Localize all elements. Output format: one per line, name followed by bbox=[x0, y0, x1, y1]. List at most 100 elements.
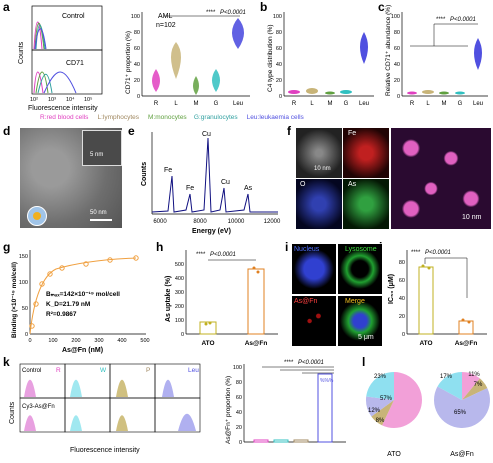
svg-text:0: 0 bbox=[279, 94, 282, 100]
svg-text:G: G bbox=[458, 101, 463, 107]
pie1-slice-0 bbox=[382, 372, 422, 428]
svg-text:80: 80 bbox=[399, 260, 405, 266]
svg-text:****: **** bbox=[206, 10, 216, 16]
panel-label-d: d bbox=[3, 124, 11, 138]
svg-text:100: 100 bbox=[233, 365, 242, 371]
flow-control-label: Control bbox=[62, 13, 85, 20]
confocal-lysosome-label: Lysosome bbox=[345, 246, 377, 253]
pie1-slice-label-0: 57% bbox=[380, 396, 393, 402]
svg-text:Leu: Leu bbox=[233, 101, 243, 107]
svg-text:Relative CD71⁺ abundance (%): Relative CD71⁺ abundance (%) bbox=[385, 5, 392, 96]
map-gray bbox=[296, 128, 342, 178]
svg-text:Control: Control bbox=[22, 368, 41, 374]
tem-inset bbox=[82, 130, 122, 166]
svg-text:100: 100 bbox=[175, 318, 184, 324]
svg-text:Counts: Counts bbox=[9, 401, 16, 424]
confocal-nucleus-label: Nucleus bbox=[294, 246, 320, 253]
confocal-merge bbox=[338, 296, 382, 346]
svg-text:60: 60 bbox=[394, 46, 400, 52]
pie1-slice-1 bbox=[371, 400, 394, 426]
svg-text:100: 100 bbox=[391, 14, 400, 20]
svg-text:20: 20 bbox=[399, 314, 405, 320]
svg-text:IC₅₀ (μM): IC₅₀ (μM) bbox=[388, 274, 395, 304]
svg-text:200: 200 bbox=[175, 304, 184, 310]
legend-g: G:granulocytes bbox=[193, 114, 238, 121]
svg-text:50: 50 bbox=[22, 306, 28, 312]
confocal-lysosome bbox=[338, 244, 382, 294]
svg-text:L: L bbox=[174, 101, 178, 107]
svg-text:40: 40 bbox=[236, 410, 242, 416]
svg-text:P: P bbox=[146, 367, 150, 374]
confocal-nucleus bbox=[292, 244, 336, 294]
svg-text:150: 150 bbox=[19, 254, 28, 260]
svg-text:CD71⁺ proportion (%): CD71⁺ proportion (%) bbox=[125, 31, 132, 94]
pie2-slice-1 bbox=[462, 378, 488, 400]
svg-text:300: 300 bbox=[175, 290, 184, 296]
svg-text:As uptake (%): As uptake (%) bbox=[165, 276, 172, 322]
svg-text:Bₘₐₓ=142×10⁻¹⁹ mol/cell: Bₘₐₓ=142×10⁻¹⁹ mol/cell bbox=[46, 291, 120, 298]
svg-text:****: **** bbox=[411, 250, 421, 256]
svg-text:0: 0 bbox=[402, 332, 405, 338]
map-merged-scale: 10 nm bbox=[462, 214, 482, 221]
svg-text:As@Fn: As@Fn bbox=[245, 340, 268, 347]
panel-b-chart: C4 type distribution (%) 0 20 40 60 80 1… bbox=[267, 12, 374, 107]
pie2-slice-0 bbox=[462, 372, 480, 400]
pie2-slice-label-3: 17% bbox=[440, 374, 453, 380]
svg-text:****: **** bbox=[196, 252, 206, 258]
svg-text:K_D=21.79 nM: K_D=21.79 nM bbox=[46, 301, 90, 308]
svg-text:400: 400 bbox=[175, 276, 184, 282]
svg-text:400: 400 bbox=[117, 338, 126, 344]
svg-text:%%%: %%% bbox=[320, 378, 334, 384]
panel-label-h: h bbox=[156, 240, 164, 254]
svg-text:40: 40 bbox=[399, 296, 405, 302]
svg-text:80: 80 bbox=[276, 30, 282, 36]
pie-ato bbox=[366, 372, 422, 428]
panel-label-f: f bbox=[287, 124, 291, 138]
pie2-label: As@Fn bbox=[450, 451, 474, 458]
map-fe-label: Fe bbox=[348, 130, 357, 137]
panel-k-flow: Counts Control Cy3-As@Fn R W P Leu Fluor… bbox=[9, 363, 201, 454]
svg-text:****: **** bbox=[284, 360, 294, 366]
pie2-slice-label-2: 65% bbox=[454, 410, 467, 416]
svg-text:P<0.0001: P<0.0001 bbox=[450, 17, 476, 23]
pie2-slice-2 bbox=[434, 386, 490, 428]
pie2-slice-3 bbox=[437, 372, 462, 400]
svg-text:0: 0 bbox=[181, 332, 184, 338]
bar-ato bbox=[199, 321, 217, 335]
svg-text:G: G bbox=[214, 101, 219, 107]
svg-text:500: 500 bbox=[175, 262, 184, 268]
svg-text:As@Fn: As@Fn bbox=[455, 340, 478, 347]
panel-k-bars: As@Fn⁺ proportion (%) 0 20 40 60 80 100 … bbox=[225, 360, 346, 446]
panel-h-chart: As uptake (%) 0 100 200 300 400 500 ****… bbox=[165, 250, 278, 347]
svg-text:60: 60 bbox=[399, 278, 405, 284]
pie1-slice-label-2: 12% bbox=[368, 408, 381, 414]
panel-e-chart: Counts Fe Fe Cu Cu As 6000 8000 10000 12… bbox=[141, 131, 281, 235]
svg-text:R: R bbox=[154, 101, 159, 107]
svg-text:Energy (eV): Energy (eV) bbox=[192, 228, 231, 235]
panel-label-c: c bbox=[378, 0, 385, 14]
svg-text:W: W bbox=[100, 367, 107, 374]
svg-text:40: 40 bbox=[134, 62, 140, 68]
svg-text:Fluorescence intensity: Fluorescence intensity bbox=[70, 447, 140, 454]
map-as-label: As bbox=[348, 181, 357, 188]
tem-inset-scale: 5 nm bbox=[90, 152, 104, 158]
bar-ic50-asfn bbox=[458, 320, 474, 335]
pie1-label: ATO bbox=[387, 451, 401, 458]
panel-label-a: a bbox=[3, 0, 10, 14]
svg-text:Cu: Cu bbox=[202, 131, 211, 138]
panel-a-flow: Counts Control CD71 10² 10³ 10⁴ 10⁵ Fluo… bbox=[18, 5, 103, 112]
bar-ic50-ato bbox=[418, 266, 434, 335]
tem-scale-bar bbox=[90, 219, 112, 221]
svg-text:P<0.0001: P<0.0001 bbox=[425, 250, 451, 256]
svg-text:0: 0 bbox=[397, 94, 400, 100]
pie1-slice-label-3: 23% bbox=[374, 374, 387, 380]
svg-text:Fe: Fe bbox=[186, 185, 194, 192]
svg-text:Fe: Fe bbox=[164, 167, 172, 174]
svg-text:20: 20 bbox=[394, 78, 400, 84]
svg-text:10²: 10² bbox=[30, 97, 38, 103]
svg-text:0: 0 bbox=[137, 94, 140, 100]
svg-text:100: 100 bbox=[48, 338, 57, 344]
svg-text:R: R bbox=[56, 367, 61, 374]
svg-text:20: 20 bbox=[236, 425, 242, 431]
panel-j-chart: IC₅₀ (μM) 0 20 40 60 80 **** P<0.0001 AT… bbox=[388, 250, 487, 347]
